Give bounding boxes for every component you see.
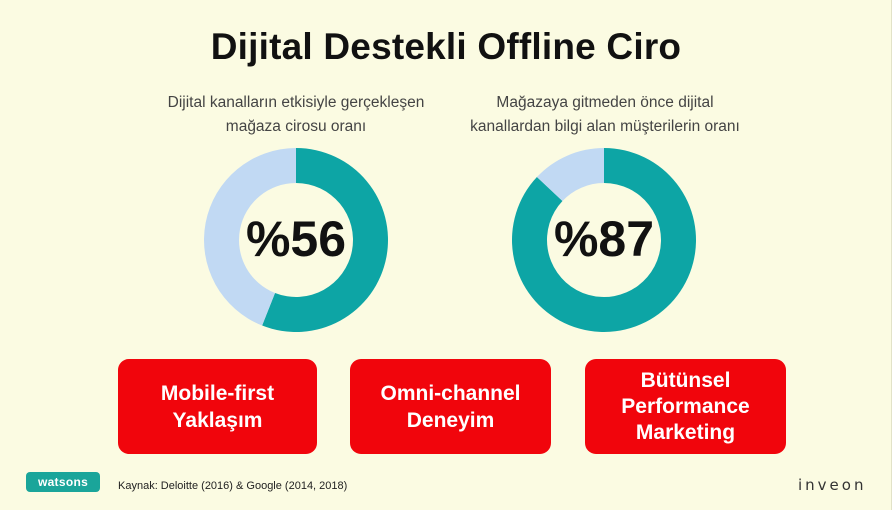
omni-channel-box: Omni-channel Deneyim xyxy=(350,359,551,454)
donut-chart-1-slices xyxy=(203,148,388,332)
page-title: Dijital Destekli Offline Ciro xyxy=(210,26,682,67)
box-2-line-1: Omni-channel xyxy=(380,381,521,405)
box-3-line-1: Bütünsel xyxy=(640,368,731,392)
chart-1-subtitle-line-2: mağaza cirosu oranı xyxy=(225,118,367,135)
donut-chart-2: %87 xyxy=(512,148,696,332)
donut-1-slice-2 xyxy=(203,148,296,326)
donut-1-slice-1 xyxy=(262,148,388,332)
box-3-line-3: Marketing xyxy=(635,420,736,444)
chart-2-subtitle-line-2: kanallardan bilgi alan müşterilerin oran… xyxy=(470,118,740,135)
chart-2-subtitle-line-1: Mağazaya gitmeden önce dijital xyxy=(496,94,714,111)
chart-2-subtitle: Mağazaya gitmeden önce dijital kanallard… xyxy=(440,91,770,139)
chart-1-subtitle-line-1: Dijital kanalların etkisiyle gerçekleşen xyxy=(167,94,425,111)
box-2-line-2: Deneyim xyxy=(406,408,495,432)
performance-marketing-box: Bütünsel Performance Marketing xyxy=(585,359,786,454)
donut-chart-2-slices xyxy=(512,148,696,332)
box-1-line-1: Mobile-first xyxy=(160,381,275,405)
box-3-line-2: Performance xyxy=(621,394,750,418)
donut-chart-2-value-label: %87 xyxy=(554,211,654,267)
inveon-logo: inveon xyxy=(798,476,867,494)
source-citation: Kaynak: Deloitte (2016) & Google (2014, … xyxy=(118,480,348,492)
donut-chart-1-value-label: %56 xyxy=(246,211,346,267)
chart-1-subtitle: Dijital kanalların etkisiyle gerçekleşen… xyxy=(136,91,456,139)
mobile-first-box: Mobile-first Yaklaşım xyxy=(118,359,317,454)
donut-2-slice-2 xyxy=(536,148,604,201)
box-1-line-2: Yaklaşım xyxy=(172,408,263,432)
watsons-logo: watsons xyxy=(26,472,100,492)
donut-2-slice-1 xyxy=(512,148,696,332)
donut-chart-1: %56 xyxy=(203,148,388,332)
